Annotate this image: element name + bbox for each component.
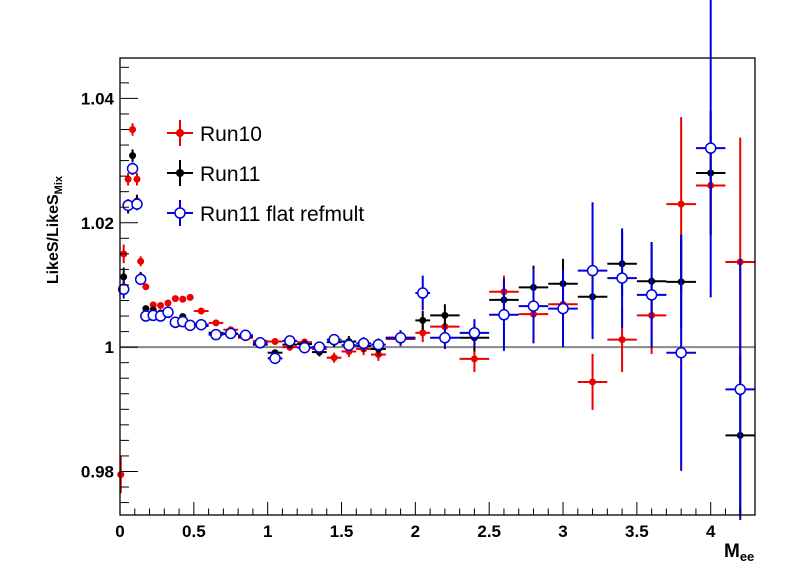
- data-point: [734, 383, 746, 396]
- data-point: [186, 293, 194, 301]
- data-point: [195, 318, 207, 331]
- data-point: [557, 302, 569, 315]
- data-point: [254, 337, 267, 349]
- legend-label: Run11: [200, 163, 260, 186]
- data-point: [239, 329, 252, 342]
- x-tick-label: 0.5: [182, 522, 206, 541]
- x-tick-label: 3.5: [625, 522, 649, 541]
- data-point: [441, 311, 449, 319]
- x-tick-label: 2: [411, 522, 420, 541]
- data-point: [416, 287, 429, 299]
- y-axis-title-sub: Mix: [53, 175, 65, 194]
- data-point: [470, 355, 478, 363]
- data-point: [134, 273, 147, 286]
- data-point: [330, 354, 338, 362]
- y-tick-label: 0.98: [81, 462, 114, 481]
- legend-entry: Run10: [167, 120, 262, 146]
- data-point: [157, 301, 165, 309]
- data-point: [149, 301, 157, 309]
- data-point: [677, 200, 685, 208]
- y-tick-label: 1.02: [81, 214, 114, 233]
- legend: Run10 Run11 Run11 flat refmult: [167, 120, 364, 226]
- data-point: [120, 273, 128, 281]
- data-point: [184, 319, 196, 332]
- data-point: [212, 319, 220, 327]
- data-point: [419, 329, 427, 337]
- data-point: [616, 272, 628, 284]
- y-axis-title: LikeS/LikeSMix: [45, 175, 65, 284]
- x-tick-label: 3: [558, 522, 567, 541]
- data-point: [171, 295, 179, 303]
- legend-marker: [176, 169, 184, 177]
- data-point: [129, 126, 137, 134]
- x-axis-title-sub: ee: [740, 549, 754, 564]
- legend-label: Run10: [200, 123, 262, 146]
- data-point: [357, 337, 370, 350]
- data-point: [142, 305, 150, 313]
- data-point: [129, 152, 137, 160]
- data-point: [527, 300, 540, 312]
- data-point: [142, 283, 150, 291]
- data-point: [675, 346, 687, 359]
- data-point: [468, 327, 481, 339]
- legend-label: Run11 flat refmult: [200, 203, 364, 226]
- legend-entry: Run11: [167, 160, 260, 186]
- data-point: [372, 338, 385, 351]
- data-point: [162, 306, 174, 319]
- data-point: [117, 471, 125, 479]
- axes: 0 0.5 1 1.5 2 2.5 3 3.5 40.9811.021.04MeeLikeS/L…: [45, 66, 756, 564]
- data-point: [343, 339, 355, 352]
- series-3: [117, 0, 755, 520]
- x-tick-label: 1.5: [330, 522, 354, 541]
- data-point: [269, 352, 281, 365]
- data-point: [126, 162, 139, 175]
- data-point: [179, 295, 187, 303]
- data-point: [131, 198, 143, 210]
- legend-marker: [174, 207, 186, 219]
- data-point: [271, 338, 279, 346]
- data-point: [618, 336, 626, 344]
- data-point: [225, 327, 237, 340]
- data-point: [704, 142, 717, 154]
- data-point: [328, 333, 340, 346]
- data-point: [498, 309, 510, 321]
- data-point: [589, 378, 597, 386]
- data-point: [298, 341, 311, 354]
- data-point: [133, 175, 141, 183]
- data-point: [197, 307, 205, 315]
- data-point: [439, 332, 451, 344]
- x-tick-label: 4: [706, 522, 716, 541]
- plot-frame: [119, 57, 756, 516]
- plot-markers: [117, 0, 755, 520]
- y-tick-label: 1: [105, 338, 114, 357]
- data-point: [124, 175, 132, 183]
- data-point: [394, 332, 407, 344]
- data-point: [117, 283, 130, 296]
- data-point: [137, 257, 145, 265]
- data-point: [586, 264, 599, 277]
- data-point: [284, 335, 296, 347]
- data-point: [164, 299, 172, 307]
- data-point: [645, 289, 658, 301]
- data-point: [210, 328, 222, 341]
- x-tick-label: 1: [263, 522, 272, 541]
- data-point: [419, 316, 427, 324]
- x-tick-label: 0: [115, 522, 124, 541]
- x-tick-label: 2.5: [477, 522, 501, 541]
- legend-entry: Run11 flat refmult: [167, 200, 364, 226]
- y-tick-label: 1.04: [81, 89, 115, 108]
- data-point: [313, 341, 326, 353]
- legend-marker: [176, 129, 184, 137]
